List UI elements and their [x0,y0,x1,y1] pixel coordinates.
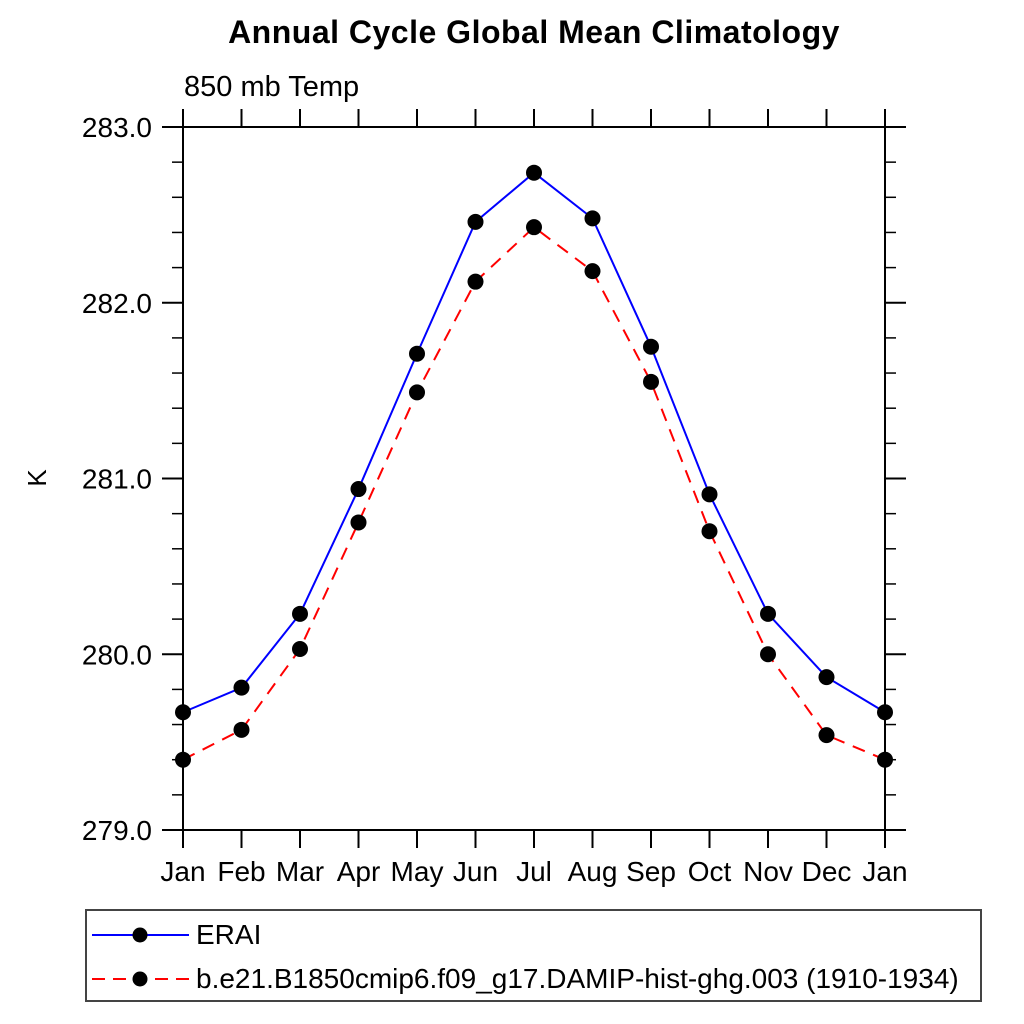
legend-box: ERAI b.e21.B1850cmip6.f09_g17.DAMIP-hist… [85,909,982,1002]
x-axis-month-label: Mar [276,856,324,887]
data-point-model [526,219,542,236]
data-point-erai [233,679,250,696]
chart-title: Annual Cycle Global Mean Climatology [228,14,840,50]
data-point-erai [877,704,893,721]
data-point-erai [175,704,191,721]
x-axis-month-label: Apr [337,856,381,887]
y-axis-tick-label: 280.0 [82,639,152,670]
chart-subtitle: 850 mb Temp [184,71,360,103]
data-point-erai [701,486,718,503]
data-point-model [818,727,835,744]
data-point-model [409,384,425,401]
data-point-model [467,273,484,290]
data-point-model [760,646,776,663]
x-axis-month-label: Jun [453,856,498,887]
data-point-model [233,721,250,738]
data-point-erai [409,345,425,362]
x-axis-month-label: Oct [688,856,732,887]
y-axis-tick-label: 279.0 [82,815,152,846]
y-axis-title: K [22,469,52,487]
data-point-erai [467,213,484,230]
y-axis-tick-label: 283.0 [82,112,152,143]
legend-line-sample-solid [92,927,189,943]
x-axis-month-label: Sep [626,856,676,887]
legend-marker-circle-icon [132,927,148,943]
legend-marker-circle-icon [132,971,148,987]
data-point-model [701,523,718,540]
legend-label-model: b.e21.B1850cmip6.f09_g17.DAMIP-hist-ghg.… [196,963,959,994]
x-axis-month-label: Jan [160,856,205,887]
data-point-model [643,373,659,390]
legend-item-erai: ERAI [91,919,262,950]
data-point-model [877,751,893,768]
series-line-erai [182,171,886,714]
data-point-erai [584,210,601,227]
x-axis-month-label: Jan [862,856,907,887]
data-point-erai [643,338,659,355]
legend-line-sample-dashed [92,971,189,987]
y-axis-tick-label: 282.0 [82,288,152,319]
legend-label-erai: ERAI [196,919,262,950]
x-axis-month-label: Nov [743,856,793,887]
data-point-erai [526,164,542,181]
data-point-model [175,751,191,768]
data-point-erai [350,481,367,498]
data-point-erai [292,605,308,622]
series-line-model [182,225,886,761]
data-point-model [292,640,308,657]
data-point-erai [760,605,776,622]
x-axis-month-label: Jul [516,856,552,887]
data-point-erai [818,669,835,686]
y-axis-tick-label: 281.0 [82,464,152,495]
data-point-model [584,263,601,280]
x-axis-month-label: Dec [802,856,852,887]
x-axis-month-label: May [391,856,444,887]
legend-item-model: b.e21.B1850cmip6.f09_g17.DAMIP-hist-ghg.… [91,963,959,994]
x-axis-month-label: Feb [217,856,265,887]
x-axis-month-label: Aug [568,856,618,887]
data-point-model [350,514,367,531]
